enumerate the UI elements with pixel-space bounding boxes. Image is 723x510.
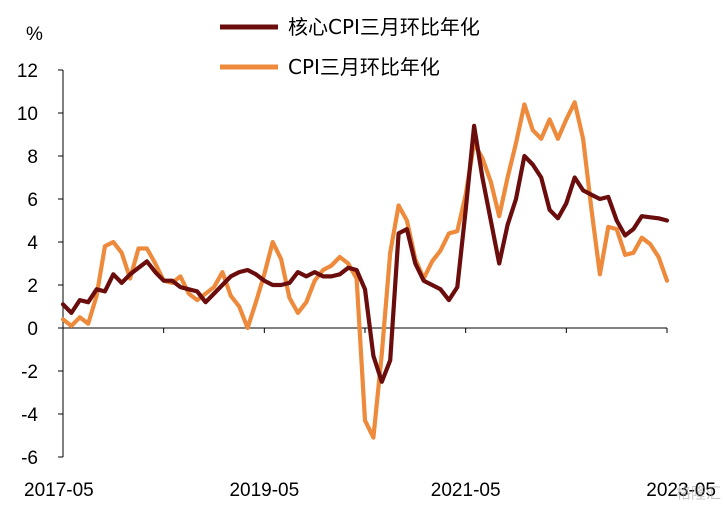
x-tick-label: 2017-05 bbox=[24, 480, 94, 501]
series-line-core-cpi bbox=[60, 123, 670, 384]
y-tick-label: 2 bbox=[27, 276, 38, 297]
y-tick-label: -6 bbox=[21, 448, 38, 469]
watermark: 格隆汇 bbox=[676, 484, 721, 502]
legend: 核心CPI三月环比年化 CPI三月环比年化 bbox=[220, 15, 480, 79]
x-tick-label: 2023-05 bbox=[646, 480, 716, 501]
y-tick-label: 4 bbox=[27, 233, 38, 254]
y-tick-label: 0 bbox=[27, 319, 38, 340]
x-axis: 2017-05 2019-05 2021-05 2023-05 bbox=[24, 327, 716, 501]
y-tick-label: 12 bbox=[17, 61, 38, 82]
watermark-text: 格隆汇 bbox=[676, 484, 721, 502]
x-tick-label: 2021-05 bbox=[431, 480, 501, 501]
legend-label-core-cpi: 核心CPI三月环比年化 bbox=[288, 15, 480, 39]
y-tick-label: 6 bbox=[27, 190, 38, 211]
y-tick-label: 8 bbox=[27, 147, 38, 168]
legend-label-cpi: CPI三月环比年化 bbox=[288, 55, 440, 79]
y-tick-label: -2 bbox=[21, 362, 38, 383]
y-axis: -6 -4 -2 0 2 4 6 8 10 12 bbox=[17, 61, 64, 469]
y-tick-label: -4 bbox=[21, 405, 38, 426]
y-unit-label: % bbox=[26, 24, 43, 45]
y-tick-label: 10 bbox=[17, 104, 38, 125]
series-layer bbox=[60, 100, 670, 440]
x-tick-label: 2019-05 bbox=[229, 480, 299, 501]
